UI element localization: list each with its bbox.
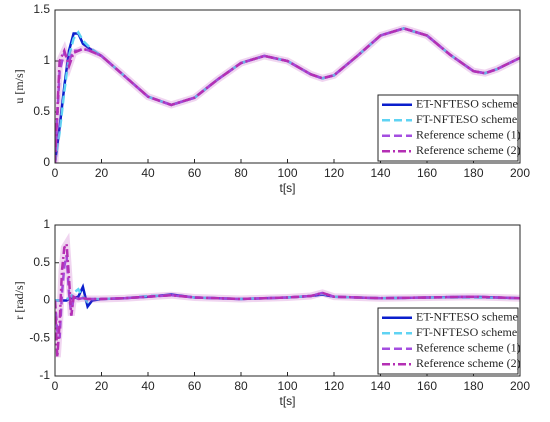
axes-frame <box>54 9 521 164</box>
legend-label: Reference scheme (2) <box>416 356 521 370</box>
legend-label: FT-NFTESO scheme <box>416 112 517 126</box>
x-tick-label: 200 <box>510 166 530 180</box>
x-tick-label: 180 <box>463 379 483 393</box>
x-tick-label: 140 <box>370 166 390 180</box>
x-tick-label: 80 <box>234 379 248 393</box>
x-tick-label: 40 <box>141 166 155 180</box>
x-tick-label: 60 <box>188 166 202 180</box>
series-line <box>55 27 520 163</box>
y-tick-label: -0.5 <box>29 330 50 344</box>
x-axis-label: t[s] <box>279 394 295 408</box>
legend-label: ET-NFTESO scheme <box>416 97 518 111</box>
legend-label: FT-NFTESO scheme <box>416 325 517 339</box>
x-tick-label: 100 <box>277 379 297 393</box>
x-tick-label: 160 <box>417 379 437 393</box>
legend-label: Reference scheme (1) <box>416 341 521 355</box>
y-tick-label: 0 <box>43 155 50 169</box>
x-tick-label: 140 <box>370 379 390 393</box>
legend-label: Reference scheme (1) <box>416 128 521 142</box>
x-tick-label: 80 <box>234 166 248 180</box>
series-line <box>55 239 520 358</box>
y-axis-label: u [m/s] <box>12 69 26 103</box>
y-tick-label: -1 <box>39 368 50 382</box>
lines <box>55 232 520 358</box>
x-tick-label: 60 <box>188 379 202 393</box>
legend-label: ET-NFTESO scheme <box>416 310 518 324</box>
x-tick-label: 100 <box>277 166 297 180</box>
x-tick-label: 20 <box>95 379 109 393</box>
x-tick-label: 20 <box>95 166 109 180</box>
x-tick-label: 0 <box>52 166 59 180</box>
y-tick-label: 0 <box>43 293 50 307</box>
y-tick-label: 1 <box>43 53 50 67</box>
y-tick-label: 0.5 <box>33 255 50 269</box>
x-axis-label: t[s] <box>279 181 295 195</box>
y-tick-label: 0.5 <box>33 104 50 118</box>
y-axis-label: r [rad/s] <box>12 281 26 319</box>
lines <box>55 24 520 163</box>
x-tick-label: 180 <box>463 166 483 180</box>
y-tick-label: 1 <box>43 217 50 231</box>
axes-frame <box>54 224 521 377</box>
y-tick-label: 1.5 <box>33 2 50 16</box>
x-tick-label: 160 <box>417 166 437 180</box>
x-tick-label: 200 <box>510 379 530 393</box>
x-tick-label: 120 <box>324 379 344 393</box>
x-tick-label: 0 <box>52 379 59 393</box>
x-tick-label: 120 <box>324 166 344 180</box>
x-tick-label: 40 <box>141 379 155 393</box>
legend-label: Reference scheme (2) <box>416 143 521 157</box>
